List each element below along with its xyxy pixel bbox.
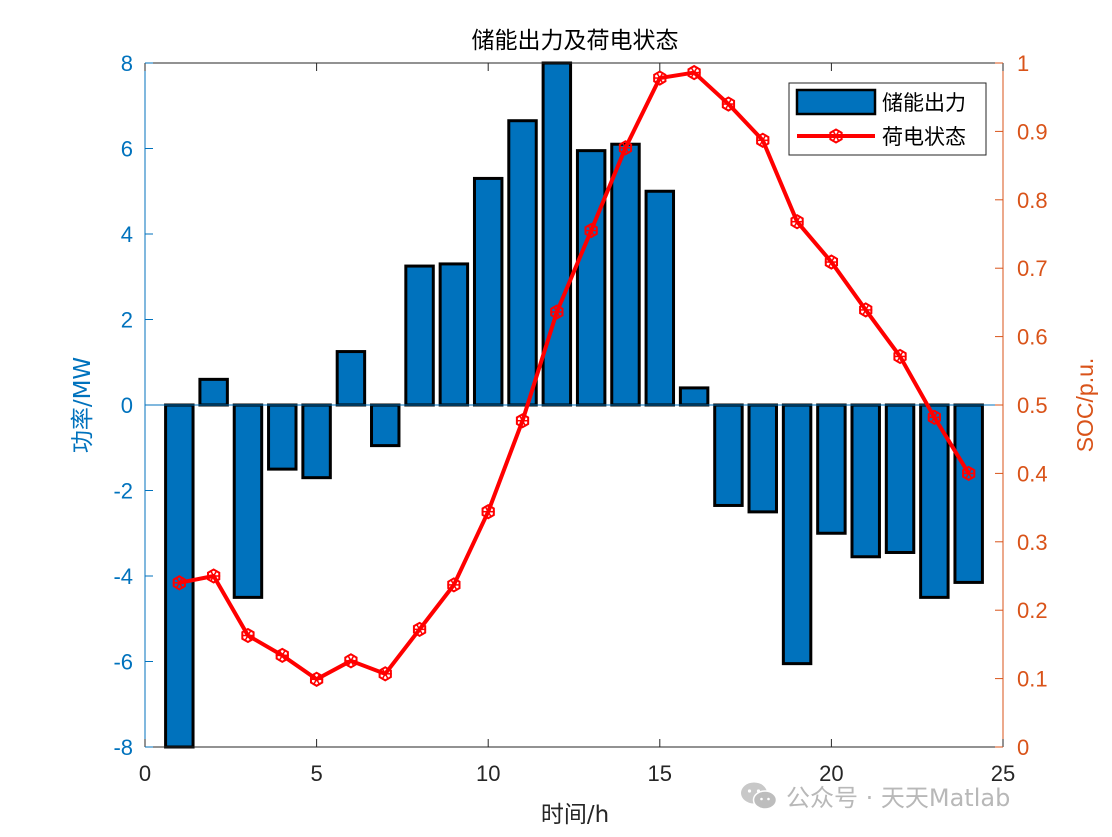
y-axis-left-label: 功率/MW <box>70 357 96 453</box>
bar-22 <box>884 403 916 554</box>
soc-point-8 <box>412 621 427 638</box>
y-right-tick-label: 0.2 <box>1017 598 1048 623</box>
y-right-tick-label: 0.3 <box>1017 530 1048 555</box>
legend-line-label: 荷电状态 <box>882 125 966 149</box>
x-tick-label: 5 <box>310 761 322 786</box>
y-left-tick-label: 2 <box>121 308 133 333</box>
bar-12 <box>541 61 573 407</box>
soc-point-1 <box>172 575 186 591</box>
bar-8 <box>404 264 435 407</box>
soc-point-20 <box>824 254 839 270</box>
soc-point-9 <box>447 577 461 593</box>
legend: 储能出力 荷电状态 <box>788 82 987 156</box>
bar-14 <box>610 142 641 407</box>
x-tick-label: 15 <box>648 761 672 786</box>
bar-6 <box>335 350 367 407</box>
watermark-text: 公众号 · 天天Matlab <box>786 784 1011 812</box>
legend-bar-swatch <box>795 88 877 116</box>
bar-9 <box>438 262 470 407</box>
bar-11 <box>507 119 538 407</box>
bar-17 <box>713 403 744 507</box>
y-left-tick-label: -6 <box>113 650 133 675</box>
soc-point-2 <box>207 568 221 584</box>
soc-point-22 <box>893 348 907 365</box>
watermark: 公众号 · 天天Matlab <box>740 778 1010 813</box>
soc-point-7 <box>378 666 392 682</box>
soc-point-23 <box>927 409 941 425</box>
y-right-tick-label: 0.9 <box>1017 119 1048 144</box>
y-right-tick-label: 0.5 <box>1017 393 1048 418</box>
y-left-tick-label: 6 <box>121 137 133 162</box>
bar-5 <box>301 403 332 480</box>
y-left-tick-label: 8 <box>121 51 133 76</box>
bar-20 <box>816 403 847 535</box>
soc-line <box>178 70 971 682</box>
soc-point-3 <box>241 627 255 644</box>
x-tick-label: 0 <box>139 761 151 786</box>
soc-point-6 <box>344 653 358 669</box>
y-right-tick-label: 0.6 <box>1017 325 1048 350</box>
x-tick-label: 10 <box>476 761 500 786</box>
bar-16 <box>678 386 710 407</box>
y-axis-right-label: SOC/p.u. <box>1072 358 1098 453</box>
soc-point-24 <box>962 465 976 482</box>
ticks-layer: 0 5 10 15 20 25 -8 -6 -4 -2 0 2 4 6 8 0 0.1 0.2 0.3 0.4 0.5 0… <box>113 51 1047 786</box>
y-right-tick-label: 0.1 <box>1017 667 1048 692</box>
bar-3 <box>232 403 264 599</box>
soc-point-13 <box>584 222 598 239</box>
soc-point-18 <box>756 132 770 148</box>
soc-point-19 <box>790 214 804 230</box>
y-left-tick-label: 0 <box>121 393 133 418</box>
bar-7 <box>370 403 401 448</box>
soc-line-layer <box>172 64 976 687</box>
bar-13 <box>575 149 607 407</box>
y-right-tick-label: 0.4 <box>1017 461 1048 486</box>
bar-10 <box>472 176 504 407</box>
wechat-icon <box>741 782 778 810</box>
soc-point-5 <box>309 671 324 687</box>
x-tick-label: 25 <box>991 761 1015 786</box>
y-right-tick-label: 0 <box>1017 735 1029 760</box>
legend-marker-glyph <box>829 128 843 144</box>
bar-19 <box>781 403 813 666</box>
chart-title: 储能出力及荷电状态 <box>472 28 679 54</box>
legend-box <box>788 82 987 156</box>
soc-point-17 <box>721 96 736 112</box>
x-tick-label: 20 <box>819 761 843 786</box>
soc-point-11 <box>515 413 530 429</box>
y-left-tick-label: 4 <box>121 222 133 247</box>
legend-bar-label: 储能出力 <box>882 91 966 115</box>
y-left-tick-label: -8 <box>113 735 133 760</box>
soc-point-10 <box>481 504 495 520</box>
y-right-tick-label: 1 <box>1017 51 1029 76</box>
y-left-tick-label: -2 <box>113 479 133 504</box>
soc-point-4 <box>275 647 289 663</box>
bar-4 <box>267 403 298 471</box>
soc-point-21 <box>859 302 873 318</box>
y-left-tick-label: -4 <box>113 564 133 589</box>
soc-point-15 <box>653 70 667 86</box>
bar-15 <box>644 189 676 407</box>
x-axis-label: 时间/h <box>541 802 609 828</box>
bar-2 <box>198 377 229 407</box>
y-right-tick-label: 0.8 <box>1017 188 1048 213</box>
legend-line-marker <box>829 128 843 144</box>
soc-point-14 <box>618 140 633 156</box>
bar-21 <box>850 403 881 559</box>
y-right-tick-label: 0.7 <box>1017 256 1048 281</box>
soc-point-12 <box>550 304 564 320</box>
soc-point-16 <box>687 64 701 81</box>
bar-24 <box>953 403 984 584</box>
bar-18 <box>747 403 778 514</box>
